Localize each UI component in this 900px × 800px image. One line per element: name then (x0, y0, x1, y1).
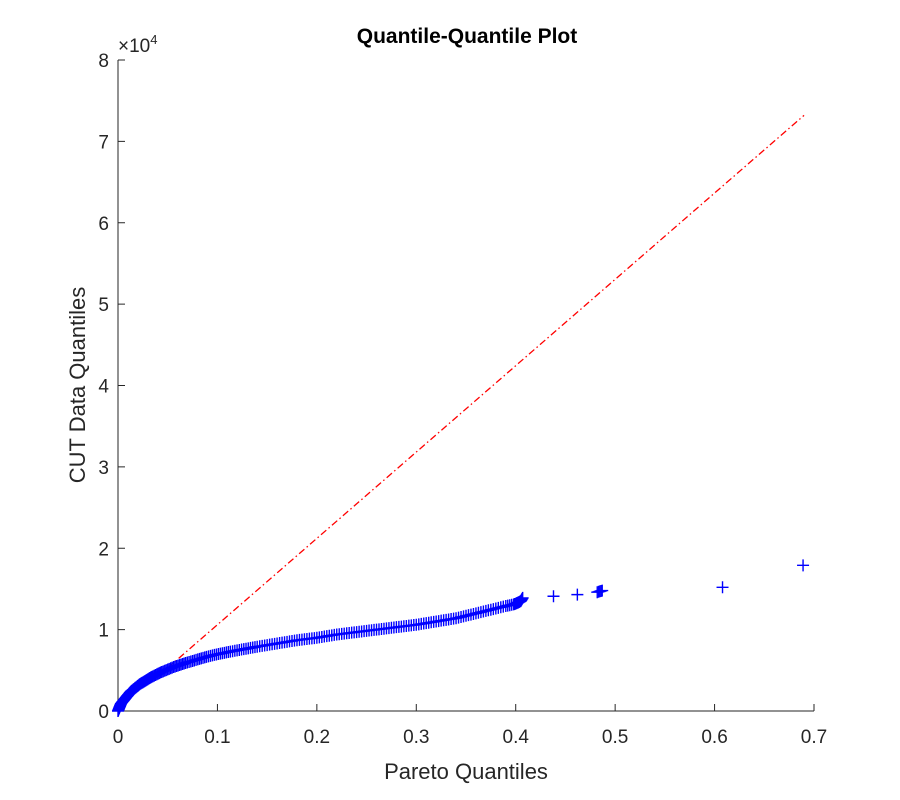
x-tick-label: 0.1 (204, 727, 230, 748)
y-axis-label: CUT Data Quantiles (65, 287, 90, 483)
y-tick-label: 6 (98, 214, 109, 235)
x-tick-label: 0 (113, 727, 124, 748)
x-tick-label: 0.2 (304, 727, 330, 748)
svg-text:×104: ×104 (118, 32, 157, 57)
y-tick-label: 1 (98, 621, 109, 642)
data-point (716, 581, 729, 594)
y-tick-label: 7 (98, 132, 109, 153)
data-point (596, 584, 609, 597)
data-point (547, 590, 560, 603)
data-point (797, 559, 810, 572)
x-tick-label: 0.7 (801, 727, 827, 748)
y-tick-label: 5 (98, 295, 109, 316)
reference-line (167, 114, 805, 669)
y-tick-label: 0 (98, 702, 109, 723)
chart-title: Quantile-Quantile Plot (357, 25, 578, 48)
x-axis-label: Pareto Quantiles (384, 759, 548, 784)
y-tick-label: 3 (98, 458, 109, 479)
data-point (571, 588, 584, 601)
x-tick-label: 0.6 (701, 727, 727, 748)
data-point (516, 591, 529, 604)
x-tick-label: 0.5 (602, 727, 628, 748)
x-tick-label: 0.3 (403, 727, 429, 748)
y-axis-exponent-power: 4 (150, 32, 157, 47)
y-axis-exponent-label: ×104 (118, 32, 157, 57)
y-tick-label: 2 (98, 539, 109, 560)
y-axis-ticks: 0 1 2 3 4 5 6 7 8 (98, 51, 125, 723)
reference-line-group (167, 114, 805, 669)
data-points-group (112, 559, 810, 717)
x-axis-ticks: 0 0.1 0.2 0.3 0.4 0.5 0.6 0.7 (113, 704, 827, 748)
y-tick-label: 8 (98, 51, 109, 72)
x-tick-label: 0.4 (503, 727, 530, 748)
y-tick-label: 4 (98, 377, 109, 398)
y-axis-exponent-base: ×10 (118, 36, 150, 57)
